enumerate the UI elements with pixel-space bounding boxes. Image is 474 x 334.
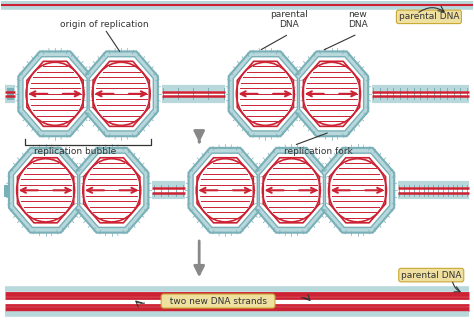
Polygon shape — [89, 57, 153, 131]
Polygon shape — [23, 57, 87, 131]
Polygon shape — [83, 158, 140, 223]
Text: replication fork: replication fork — [284, 147, 353, 156]
Polygon shape — [27, 61, 83, 126]
Polygon shape — [255, 148, 328, 233]
Polygon shape — [295, 51, 368, 136]
Polygon shape — [189, 148, 262, 233]
Polygon shape — [18, 158, 74, 223]
Polygon shape — [329, 158, 386, 223]
Polygon shape — [197, 158, 253, 223]
Polygon shape — [93, 61, 149, 126]
Text: parental DNA: parental DNA — [399, 12, 459, 21]
Polygon shape — [259, 153, 323, 227]
Polygon shape — [233, 57, 298, 131]
Polygon shape — [9, 148, 82, 233]
Polygon shape — [237, 61, 293, 126]
Polygon shape — [300, 57, 364, 131]
Polygon shape — [80, 153, 144, 227]
Text: origin of replication: origin of replication — [60, 20, 149, 29]
Polygon shape — [228, 51, 302, 136]
Text: new
DNA: new DNA — [347, 10, 367, 29]
Polygon shape — [18, 51, 92, 136]
Polygon shape — [193, 153, 257, 227]
Polygon shape — [263, 158, 319, 223]
Polygon shape — [321, 148, 394, 233]
Text: replication bubble: replication bubble — [34, 147, 116, 156]
Text: parental
DNA: parental DNA — [270, 10, 308, 29]
Polygon shape — [13, 153, 78, 227]
Polygon shape — [75, 148, 148, 233]
Text: two new DNA strands: two new DNA strands — [164, 297, 273, 306]
Polygon shape — [303, 61, 360, 126]
Polygon shape — [84, 51, 158, 136]
Text: parental DNA: parental DNA — [401, 271, 462, 280]
Polygon shape — [326, 153, 390, 227]
